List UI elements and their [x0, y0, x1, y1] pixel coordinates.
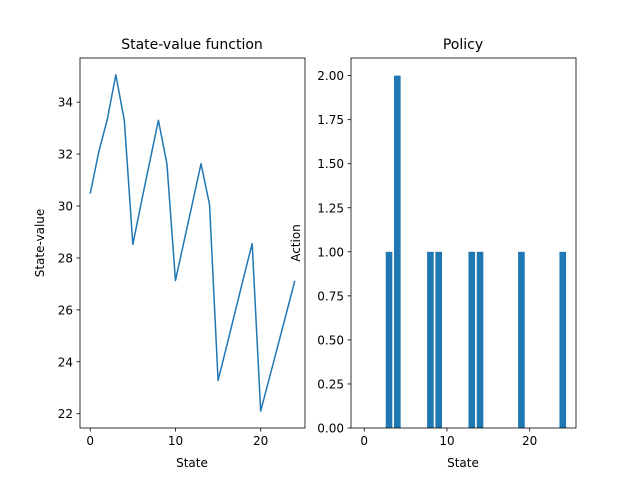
policy-bar	[394, 75, 401, 429]
state-value-ytick-label: 26	[58, 303, 73, 317]
policy-ytick-label: 0.75	[317, 289, 344, 303]
state-value-axes-frame	[79, 57, 306, 429]
policy-ytick-label: 1.50	[317, 157, 344, 171]
policy-ytick-label: 0.00	[317, 422, 344, 436]
state-value-ytick-label: 32	[58, 148, 73, 162]
state-value-series-line	[89, 74, 296, 412]
policy-ylabel: Action	[289, 224, 303, 262]
state-value-ytick-label: 24	[58, 355, 73, 369]
state-value-ytick-label: 28	[58, 251, 73, 265]
state-value-title: State-value function	[121, 37, 263, 53]
policy-ytick-label: 1.25	[317, 201, 344, 215]
state-value-ytick-label: 34	[58, 96, 73, 110]
policy-ytick-label: 0.25	[317, 377, 344, 391]
policy-xtick-label: 20	[522, 434, 537, 448]
policy-ytick-label: 1.00	[317, 245, 344, 259]
policy-bar	[468, 251, 476, 428]
policy-bar	[385, 251, 393, 428]
policy-bar	[435, 251, 442, 428]
policy-xtick-label: 0	[360, 434, 368, 448]
state-value-ylabel: State-value	[33, 209, 47, 278]
policy-title: Policy	[443, 37, 483, 53]
policy-xtick-label: 10	[439, 434, 454, 448]
state-value-axes: State-value function State State-value 0…	[33, 37, 306, 470]
policy-axes: Policy State Action 0 10 20 0.00 0.25 0.50 0.7…	[289, 37, 577, 470]
state-value-ytick-label: 30	[58, 200, 73, 214]
policy-xlabel: State	[447, 456, 479, 470]
state-value-xlabel: State	[176, 456, 208, 470]
state-value-xtick-label: 0	[86, 434, 94, 448]
state-value-ytick-label: 22	[58, 407, 73, 421]
policy-axes-frame	[350, 57, 577, 429]
policy-bar	[476, 251, 484, 428]
state-value-xtick-label: 10	[168, 434, 183, 448]
policy-bar	[518, 251, 525, 428]
policy-ytick-label: 0.50	[317, 333, 344, 347]
policy-ytick-label: 2.00	[317, 69, 344, 83]
policy-bar	[559, 251, 567, 428]
policy-ytick-label: 1.75	[317, 113, 344, 127]
policy-bar	[427, 251, 434, 428]
state-value-xtick-label: 20	[253, 434, 268, 448]
